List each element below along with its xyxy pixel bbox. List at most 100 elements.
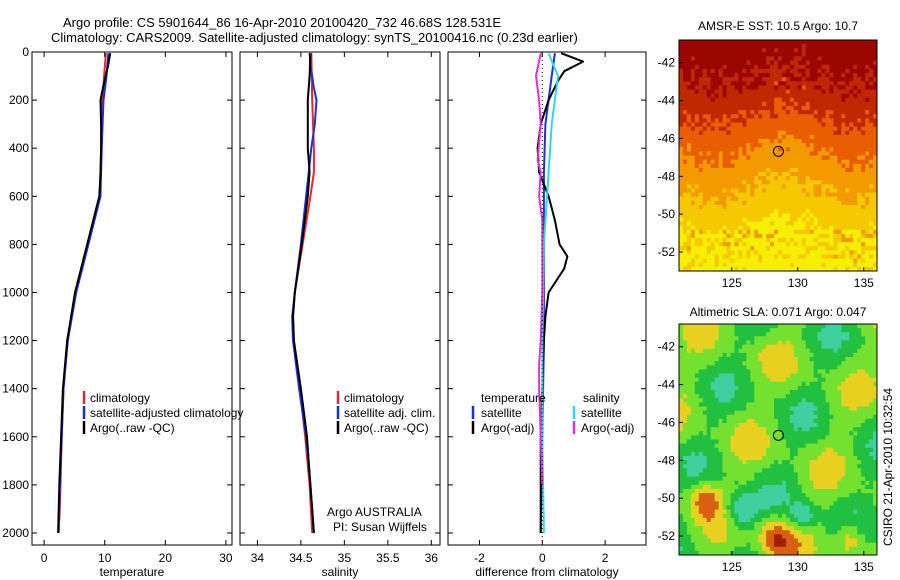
heatmap-cell bbox=[726, 460, 731, 465]
heatmap-cell bbox=[718, 192, 723, 198]
heatmap-cell bbox=[714, 390, 719, 395]
heatmap-cell bbox=[781, 373, 787, 379]
heatmap-cell bbox=[758, 97, 763, 103]
heatmap-cell bbox=[694, 266, 700, 272]
heatmap-cell bbox=[746, 77, 751, 82]
heatmap-cell bbox=[861, 357, 866, 362]
heatmap-cell bbox=[762, 369, 767, 374]
heatmap-cell bbox=[730, 394, 735, 399]
heatmap-cell bbox=[694, 373, 700, 379]
heatmap-cell bbox=[841, 48, 846, 53]
heatmap-cell bbox=[833, 447, 838, 453]
heatmap-cell bbox=[805, 324, 811, 329]
heatmap-cell bbox=[785, 176, 791, 181]
heatmap-cell bbox=[758, 480, 763, 486]
heatmap-cell bbox=[742, 93, 747, 99]
heatmap-cell bbox=[734, 217, 739, 222]
heatmap-cell bbox=[797, 435, 803, 440]
heatmap-cell bbox=[789, 324, 795, 329]
heatmap-cell bbox=[694, 233, 700, 239]
heatmap-cell bbox=[762, 365, 767, 370]
heatmap-cell bbox=[841, 336, 846, 341]
heatmap-cell bbox=[710, 233, 716, 239]
heatmap-cell bbox=[726, 233, 731, 239]
heatmap-cell bbox=[837, 155, 842, 161]
heatmap-cell bbox=[698, 468, 704, 473]
heatmap-cell bbox=[742, 373, 747, 379]
heatmap-cell bbox=[690, 242, 696, 247]
heatmap-cell bbox=[734, 369, 739, 374]
heatmap-cell bbox=[746, 163, 751, 169]
heatmap-cell bbox=[750, 431, 755, 436]
heatmap-cell bbox=[679, 377, 684, 383]
heatmap-cell bbox=[845, 134, 850, 140]
heatmap-cell bbox=[813, 213, 818, 218]
heatmap-cell bbox=[714, 188, 719, 194]
heatmap-cell bbox=[726, 258, 731, 264]
heatmap-cell bbox=[845, 147, 850, 152]
heatmap-cell bbox=[797, 324, 803, 329]
heatmap-cell bbox=[706, 443, 712, 449]
heatmap-cell bbox=[742, 464, 747, 469]
heatmap-cell bbox=[817, 468, 822, 473]
heatmap-cell bbox=[805, 40, 811, 45]
heatmap-cell bbox=[781, 114, 787, 119]
heatmap-cell bbox=[857, 89, 862, 95]
heatmap-cell bbox=[821, 336, 826, 341]
heatmap-cell bbox=[837, 418, 842, 424]
heatmap-cell bbox=[742, 402, 747, 407]
heatmap-cell bbox=[690, 373, 696, 379]
heatmap-cell bbox=[781, 139, 787, 144]
heatmap-cell bbox=[694, 418, 700, 424]
heatmap-cell bbox=[742, 423, 747, 428]
heatmap-cell bbox=[869, 52, 874, 57]
heatmap-cell bbox=[865, 122, 870, 128]
heatmap-cell bbox=[785, 414, 791, 420]
heatmap-cell bbox=[781, 85, 787, 90]
heatmap-cell bbox=[781, 468, 787, 473]
heatmap-cell bbox=[774, 435, 779, 440]
heatmap-cell bbox=[817, 97, 822, 103]
heatmap-cell bbox=[789, 163, 795, 169]
heatmap-cell bbox=[754, 464, 759, 469]
heatmap-cell bbox=[873, 229, 878, 235]
heatmap-cell bbox=[805, 336, 811, 341]
heatmap-cell bbox=[738, 361, 743, 366]
heatmap-cell bbox=[750, 266, 755, 272]
heatmap-cell bbox=[694, 77, 700, 82]
heatmap-cell bbox=[770, 348, 775, 354]
heatmap-cell bbox=[817, 336, 822, 341]
heatmap-cell bbox=[682, 114, 688, 119]
heatmap-cell bbox=[714, 431, 719, 436]
heatmap-cell bbox=[690, 361, 696, 366]
heatmap-cell bbox=[825, 48, 830, 53]
heatmap-cell bbox=[813, 246, 818, 251]
heatmap-cell bbox=[801, 126, 807, 132]
heatmap-cell bbox=[873, 476, 878, 482]
heatmap-cell bbox=[841, 60, 846, 66]
heatmap-cell bbox=[726, 431, 731, 436]
heatmap-cell bbox=[801, 184, 807, 189]
heatmap-cell bbox=[869, 151, 874, 156]
heatmap-cell bbox=[726, 139, 731, 144]
heatmap-cell bbox=[785, 184, 791, 189]
heatmap-cell bbox=[742, 176, 747, 181]
heatmap-cell bbox=[686, 484, 692, 490]
heatmap-cell bbox=[785, 188, 791, 194]
heatmap-cell bbox=[690, 414, 696, 420]
heatmap-cell bbox=[766, 209, 771, 214]
heatmap-cell bbox=[694, 262, 700, 268]
heatmap-cell bbox=[805, 242, 811, 247]
heatmap-cell bbox=[746, 431, 751, 436]
heatmap-cell bbox=[750, 114, 755, 119]
heatmap-cell bbox=[758, 188, 763, 194]
heatmap-cell bbox=[813, 242, 818, 247]
heatmap-cell bbox=[694, 456, 700, 461]
heatmap-cell bbox=[690, 205, 696, 210]
heatmap-cell bbox=[718, 385, 723, 391]
heatmap-cell bbox=[825, 480, 830, 486]
heatmap-cell bbox=[873, 242, 878, 247]
heatmap-cell bbox=[746, 410, 751, 416]
heatmap-cell bbox=[686, 122, 692, 128]
heatmap-cell bbox=[690, 134, 696, 140]
